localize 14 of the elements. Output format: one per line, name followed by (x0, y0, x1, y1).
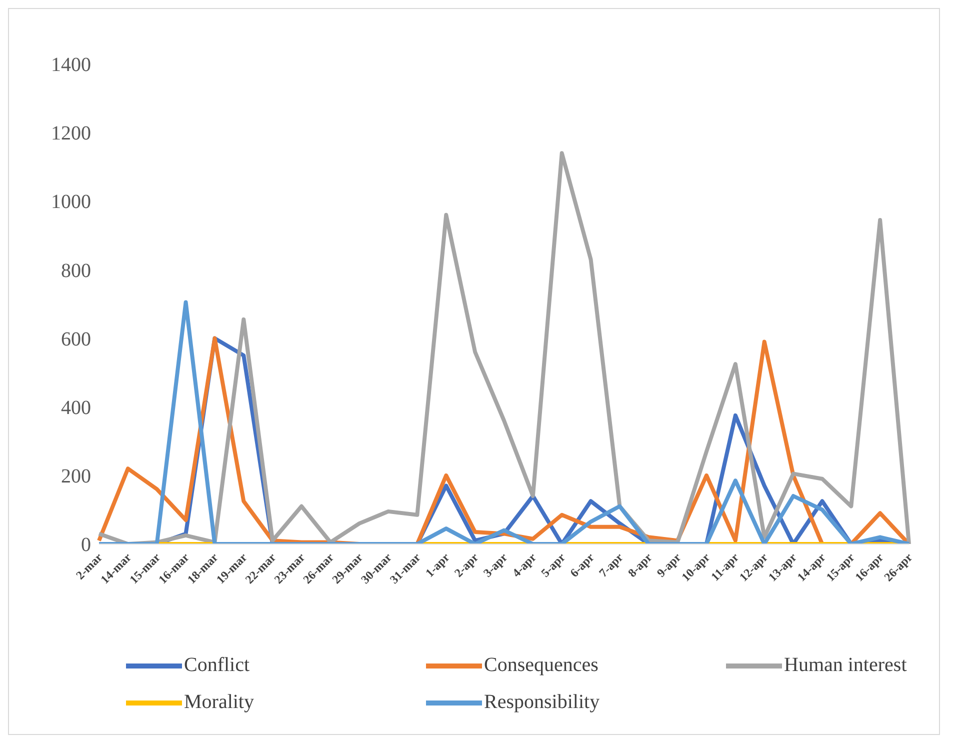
legend-label: Human interest (784, 654, 907, 677)
legend-label: Conflict (184, 654, 250, 677)
y-tick-label: 400 (61, 396, 91, 419)
y-tick-label: 600 (61, 328, 91, 350)
y-tick-label: 1400 (51, 54, 91, 76)
legend-label: Consequences (484, 654, 598, 677)
y-tick-label: 0 (81, 534, 91, 556)
legend-label: Responsibility (484, 691, 600, 714)
y-tick-label: 200 (61, 466, 91, 488)
y-tick-label: 1000 (51, 191, 91, 214)
legend-label: Morality (184, 691, 254, 714)
line-series (97, 151, 911, 544)
y-tick-label: 1200 (51, 122, 91, 145)
y-tick-label: 800 (61, 260, 91, 282)
